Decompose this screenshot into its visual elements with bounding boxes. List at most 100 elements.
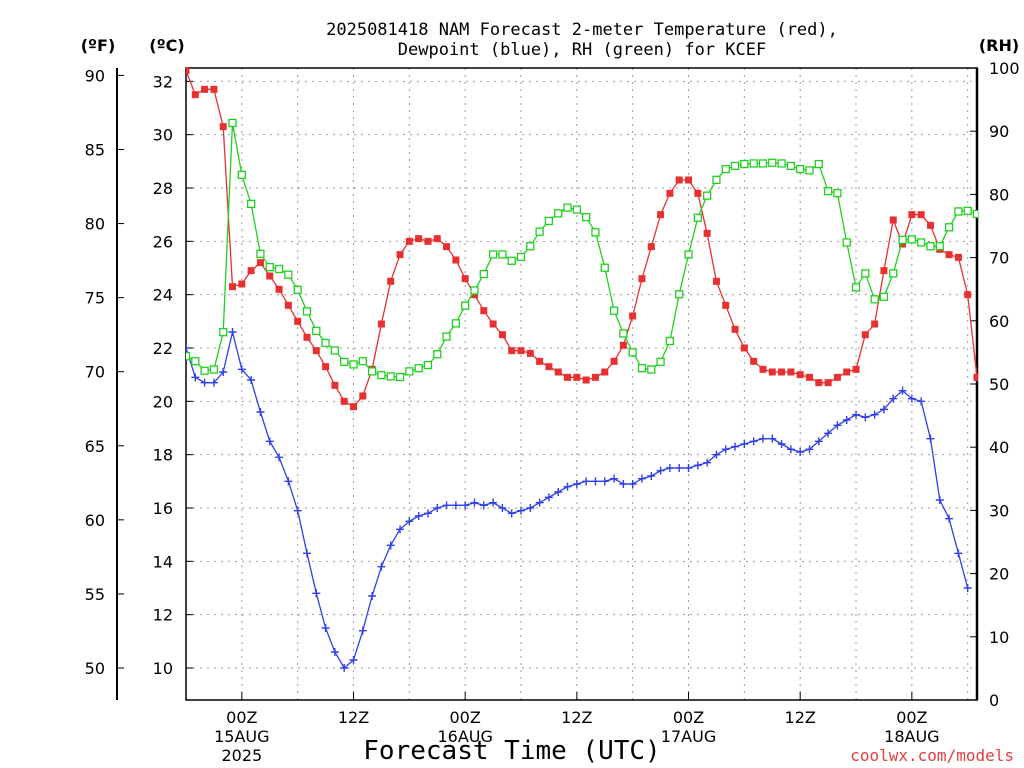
temperature-point — [610, 357, 618, 365]
dewpoint-point — [461, 501, 470, 510]
relative-humidity-point — [544, 216, 554, 226]
temperature-point — [861, 331, 869, 339]
tick-label-rh: 30 — [989, 501, 1009, 520]
chart-title: 2025081418 NAM Forecast 2-meter Temperat… — [326, 20, 838, 40]
temperature-point — [322, 363, 330, 371]
tick-label-fahrenheit: 60 — [85, 511, 105, 530]
relative-humidity-point — [851, 283, 861, 292]
relative-humidity-point — [479, 269, 488, 279]
temperature-point — [331, 381, 339, 389]
temperature-point — [973, 373, 978, 381]
tick-label-fahrenheit: 80 — [85, 215, 105, 234]
temperature-point — [526, 349, 534, 357]
temperature-point — [591, 373, 599, 381]
series-layer — [186, 67, 978, 672]
relative-humidity-point — [805, 166, 814, 175]
unit-label-c: (ºC) — [149, 36, 184, 55]
relative-humidity-point — [237, 170, 246, 179]
dewpoint-point — [479, 501, 488, 510]
temperature-point — [833, 373, 841, 381]
relative-humidity-point — [423, 360, 433, 370]
tick-label-time: 00Z — [896, 708, 927, 727]
temperature-point — [424, 237, 432, 245]
relative-humidity-point — [451, 319, 461, 328]
temperature-point — [703, 229, 711, 237]
dewpoint-point — [414, 512, 423, 520]
dewpoint-point — [879, 405, 888, 414]
dewpoint-point — [572, 480, 581, 488]
tick-label-fahrenheit: 55 — [85, 585, 105, 604]
temperature-point — [657, 211, 665, 219]
temperature-point — [517, 347, 525, 355]
relative-humidity-point — [274, 264, 284, 274]
temperature-point — [889, 216, 897, 224]
relative-humidity-point — [535, 227, 544, 236]
temperature-point — [805, 373, 813, 381]
relative-humidity-point — [814, 159, 823, 169]
temperature-point — [266, 272, 274, 280]
temperature-point — [210, 85, 218, 93]
relative-humidity-point — [889, 269, 898, 278]
dewpoint-point — [945, 514, 954, 523]
tick-label-celsius: 24 — [153, 286, 173, 305]
plot-frame — [185, 67, 978, 701]
temperature-point — [238, 280, 246, 288]
dewpoint-point — [377, 562, 386, 571]
tick-label-rh: 100 — [989, 59, 1020, 78]
dewpoint-point — [814, 437, 823, 446]
tick-label-time: 00Z — [673, 708, 704, 727]
dewpoint-point — [824, 429, 833, 438]
axis-layer — [116, 67, 979, 701]
relative-humidity-point — [647, 365, 656, 374]
temperature-point — [926, 221, 934, 229]
temperature-point — [768, 368, 776, 376]
tick-label-rh: 90 — [989, 122, 1009, 141]
relative-humidity-point — [944, 223, 954, 232]
tick-label-rh: 70 — [989, 249, 1009, 268]
tick-label-time: 00Z — [226, 708, 257, 727]
relative-humidity-point — [898, 235, 907, 245]
temperature-point — [470, 291, 478, 299]
tick-label-time: 15AUG — [214, 727, 269, 746]
dewpoint-point — [526, 504, 535, 512]
temperature-point — [954, 253, 962, 261]
temperature-point — [219, 123, 227, 131]
dewpoint-point — [186, 344, 190, 352]
relative-humidity-point — [395, 372, 405, 382]
temperature-point — [443, 243, 451, 251]
relative-humidity-point — [600, 263, 609, 272]
temperature-point — [545, 363, 553, 371]
temperature-point — [647, 243, 655, 251]
temperature-point — [843, 368, 851, 376]
relative-humidity-point — [554, 209, 563, 218]
relative-humidity-point — [768, 158, 777, 167]
temperature-point — [582, 376, 590, 384]
dewpoint-point — [433, 504, 442, 512]
dewpoint-point — [647, 472, 656, 480]
dewpoint-point — [693, 461, 702, 470]
temperature-point — [712, 277, 720, 285]
relative-humidity-point — [758, 159, 768, 168]
relative-humidity-point — [628, 348, 637, 357]
dewpoint-point — [852, 410, 861, 419]
temperature-point — [964, 291, 972, 299]
relative-humidity-point — [442, 332, 451, 341]
tick-label-fahrenheit: 85 — [85, 140, 105, 159]
dewpoint-point — [917, 397, 926, 406]
dewpoint-point — [368, 592, 377, 600]
temperature-point — [359, 392, 367, 400]
x-axis-label: Forecast Time (UTC) — [363, 736, 660, 766]
temperature-point — [638, 275, 646, 283]
dewpoint-point — [498, 504, 507, 512]
relative-humidity-point — [786, 161, 796, 171]
temperature-point — [824, 379, 832, 387]
temperature-point — [601, 368, 609, 376]
tick-label-rh: 50 — [989, 375, 1009, 394]
dewpoint-point — [284, 477, 293, 486]
temperature-point — [377, 320, 385, 328]
tick-label-time: 2025 — [221, 746, 262, 765]
tick-label-rh: 0 — [989, 691, 999, 710]
dewpoint-point — [833, 421, 842, 430]
relative-humidity-point — [619, 329, 628, 338]
dewpoint-point — [256, 408, 265, 416]
